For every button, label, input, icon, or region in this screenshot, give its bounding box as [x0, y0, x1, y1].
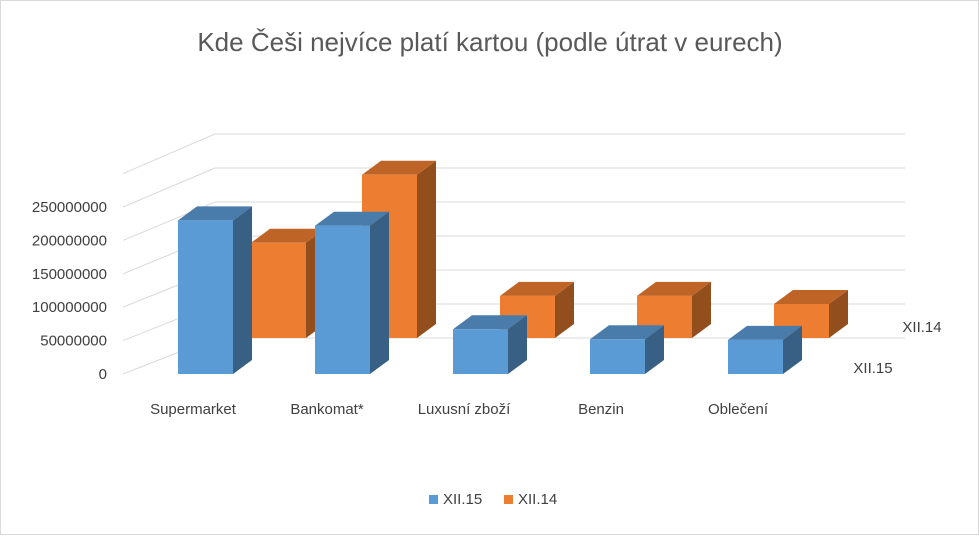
y-tick-label: 50000000	[40, 333, 107, 350]
bar-front	[178, 220, 233, 374]
bar-top	[178, 206, 252, 221]
bar-side	[692, 281, 711, 338]
gridline-depth	[122, 167, 216, 208]
bar-XII.14	[500, 281, 574, 338]
y-tick-label: 150000000	[32, 266, 107, 283]
bar-front	[590, 339, 645, 374]
bar-top	[728, 325, 802, 340]
chart-title: Kde Češi nejvíce platí kartou (podle útr…	[197, 27, 782, 57]
category-label: Benzin	[578, 401, 624, 418]
bar-XII.14	[251, 228, 325, 338]
bar-side	[783, 325, 802, 374]
bar-top	[362, 160, 436, 175]
bar-side	[370, 211, 389, 374]
bar-top	[500, 281, 574, 296]
category-label: Oblečení	[708, 401, 769, 418]
category-label: Bankomat*	[290, 401, 364, 418]
bar-front	[315, 225, 370, 374]
y-tick-label: 0	[99, 366, 107, 383]
bar-side	[508, 315, 527, 374]
bar-front	[728, 339, 783, 374]
legend-swatch	[504, 495, 513, 504]
bar-top	[637, 281, 711, 296]
bar-top	[453, 315, 527, 330]
depth-axis-labels: XII.14 XII.15	[853, 319, 941, 377]
bar-XII.14	[637, 281, 711, 338]
legend: XII.15 XII.14	[429, 491, 557, 508]
y-tick-label: 200000000	[32, 232, 107, 249]
legend-label: XII.14	[518, 491, 557, 508]
bar-XII.15	[728, 325, 802, 374]
bar-top	[590, 325, 664, 340]
bar-XII.15	[453, 315, 527, 374]
bar-top	[774, 290, 848, 304]
bar-top	[315, 211, 389, 226]
bar-XII.14	[774, 290, 848, 338]
y-tick-label: 100000000	[32, 299, 107, 316]
x-axis-categories: Supermarket Bankomat* Luxusní zboží Benzin O…	[150, 401, 769, 418]
legend-label: XII.15	[443, 491, 482, 508]
bar-top	[251, 228, 325, 243]
gridline-depth	[122, 133, 216, 175]
bar-side	[555, 281, 574, 338]
bar-side	[417, 160, 436, 338]
y-axis-ticks: 0 50000000 100000000 150000000 200000000 2500…	[32, 199, 107, 383]
depth-label-front: XII.15	[853, 360, 892, 377]
bars	[178, 160, 848, 374]
bar-XII.15	[590, 325, 664, 374]
category-label: Luxusní zboží	[418, 401, 511, 418]
category-label: Supermarket	[150, 401, 237, 418]
bar-side	[829, 290, 848, 338]
depth-label-back: XII.14	[902, 319, 941, 336]
bar-XII.15	[178, 206, 252, 374]
y-tick-label: 250000000	[32, 199, 107, 216]
bar-side	[645, 325, 664, 374]
bar-front	[251, 242, 306, 338]
bar-side	[233, 206, 252, 374]
bar-front	[453, 329, 508, 374]
bar-XII.15	[315, 211, 389, 374]
legend-swatch	[429, 495, 438, 504]
